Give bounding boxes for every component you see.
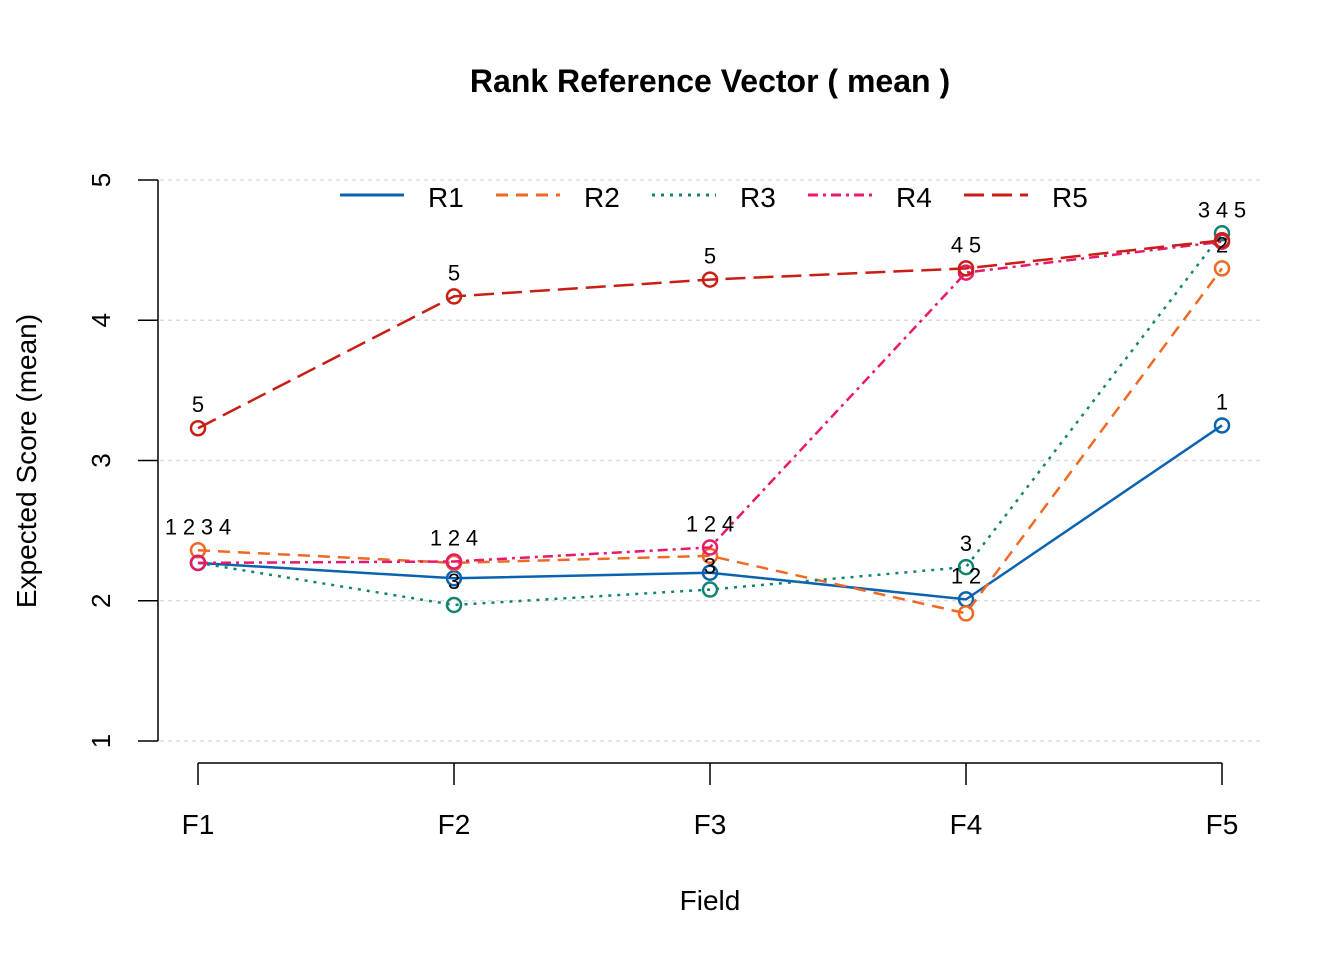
data-label: 2 xyxy=(704,511,716,536)
y-tick-label: 4 xyxy=(86,313,116,327)
series-r3 xyxy=(189,225,1231,614)
legend-item-r1: R1 xyxy=(340,182,464,213)
data-label: 3 xyxy=(1198,197,1210,222)
data-point xyxy=(957,558,975,576)
data-label: 5 xyxy=(192,392,204,417)
data-label: 2 xyxy=(448,525,460,550)
x-axis-label: Field xyxy=(680,885,741,916)
data-label: 4 xyxy=(722,511,734,536)
y-tick-label: 3 xyxy=(86,453,116,467)
data-label: 4 xyxy=(219,514,231,539)
data-point xyxy=(189,554,207,572)
legend-item-r4: R4 xyxy=(808,182,932,213)
y-tick-label: 5 xyxy=(86,173,116,187)
data-point xyxy=(701,539,719,556)
data-point xyxy=(445,596,463,614)
data-point xyxy=(701,564,719,581)
data-label: 4 xyxy=(466,525,478,550)
data-label: 4 xyxy=(1216,197,1228,222)
data-label: 2 xyxy=(183,514,195,539)
legend-item-r3: R3 xyxy=(652,182,776,213)
data-label: 2 xyxy=(1216,232,1228,257)
data-label: 2 xyxy=(969,563,981,588)
data-label: 5 xyxy=(1234,197,1246,222)
x-tick-label: F4 xyxy=(950,809,983,840)
data-label: 1 xyxy=(165,514,177,539)
series-line xyxy=(197,424,1223,601)
legend-label: R5 xyxy=(1052,182,1088,213)
legend-label: R1 xyxy=(428,182,464,213)
y-tick-label: 1 xyxy=(86,734,116,748)
legend-item-r5: R5 xyxy=(964,182,1088,213)
series-line xyxy=(197,239,1223,430)
data-label: 5 xyxy=(704,244,716,269)
data-point xyxy=(445,570,463,587)
data-point xyxy=(189,419,207,437)
data-point xyxy=(957,260,975,277)
x-tick-label: F2 xyxy=(438,809,471,840)
series-line xyxy=(197,267,1224,615)
data-point xyxy=(1213,417,1231,434)
legend-label: R3 xyxy=(740,182,776,213)
data-label: 3 xyxy=(704,554,716,579)
data-label: 4 xyxy=(951,232,963,257)
data-label: 1 xyxy=(951,563,963,588)
x-tick-label: F5 xyxy=(1206,809,1239,840)
data-label: 5 xyxy=(969,232,981,257)
data-point xyxy=(445,553,463,570)
data-point xyxy=(957,605,975,622)
data-label: 1 xyxy=(1216,389,1228,414)
data-point xyxy=(1213,225,1231,242)
data-point xyxy=(1213,260,1231,277)
chart-title: Rank Reference Vector ( mean ) xyxy=(470,63,950,99)
x-tick-label: F3 xyxy=(694,809,727,840)
data-point xyxy=(701,547,719,565)
x-tick-label: F1 xyxy=(182,809,215,840)
y-tick-label: 2 xyxy=(86,594,116,608)
data-point xyxy=(1213,232,1231,249)
data-label: 3 xyxy=(201,514,213,539)
data-label: 1 xyxy=(686,511,698,536)
legend-label: R2 xyxy=(584,182,620,213)
legend-label: R4 xyxy=(896,182,932,213)
legend-item-r2: R2 xyxy=(496,182,620,213)
data-label: 1 xyxy=(430,525,442,550)
series-line xyxy=(197,240,1223,565)
data-point xyxy=(445,288,463,305)
data-label: 5 xyxy=(448,260,460,285)
series-line xyxy=(197,232,1223,607)
data-label: 3 xyxy=(448,569,460,594)
data-point xyxy=(701,581,719,598)
data-point xyxy=(701,271,719,288)
series-r5 xyxy=(189,232,1231,437)
data-label: 3 xyxy=(960,531,972,556)
y-axis-label: Expected Score (mean) xyxy=(11,314,42,608)
data-point xyxy=(189,542,207,559)
